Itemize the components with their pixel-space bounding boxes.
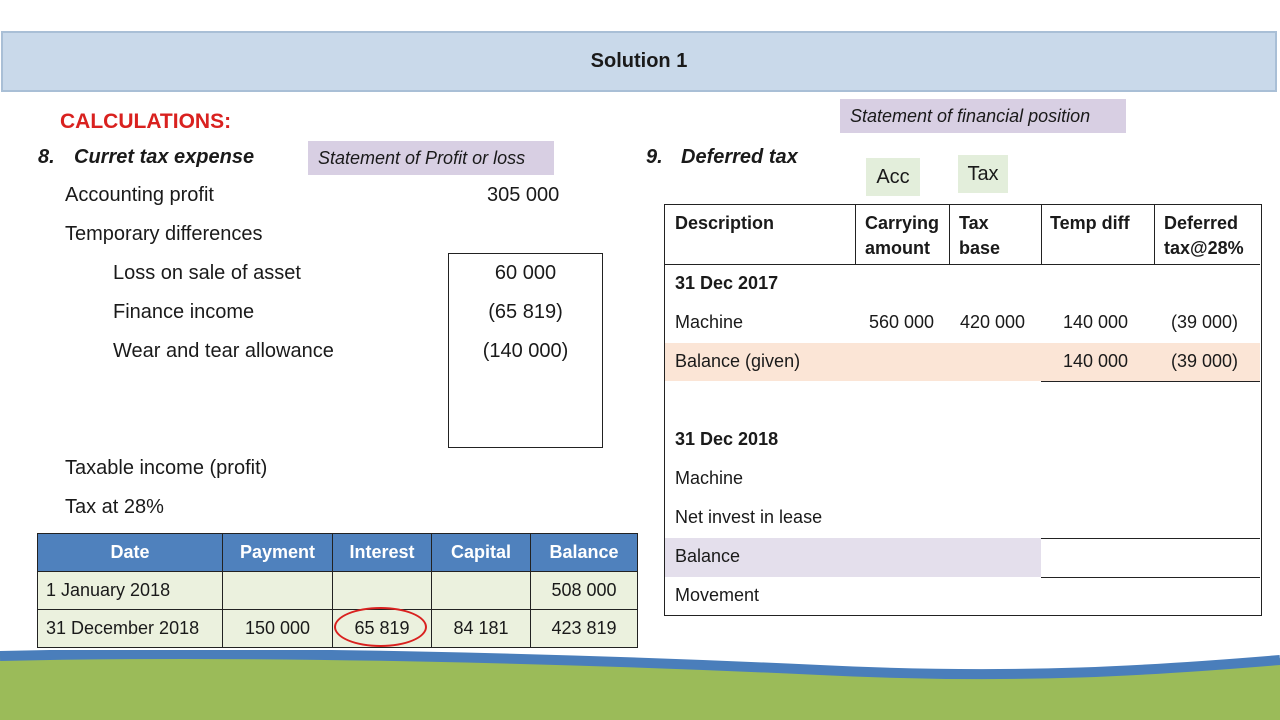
cell-payment: 150 000 [222,609,333,648]
col-date: Date [37,533,223,572]
machine-2017-deferred: (39 000) [1171,312,1239,332]
balance-given-deferred: (39 000) [1171,351,1239,371]
col-divider [1041,205,1042,264]
table-row: 31 December 2018 150 000 65 819 84 181 4… [37,609,638,648]
header-deferred-2: tax@28% [1164,238,1244,258]
section-8-title: Curret tax expense [74,146,255,168]
machine-2017-carrying: 560 000 [869,312,935,332]
financial-position-tag: Statement of financial position [840,99,1126,133]
wear-and-tear-label: Wear and tear allowance [113,340,334,362]
col-capital: Capital [431,533,531,572]
machine-2017-taxbase: 420 000 [960,312,1026,332]
interest-highlight-circle [334,607,427,647]
cell-interest [332,571,432,610]
wear-and-tear-value: (140 000) [482,340,569,362]
balance-given-label: Balance (given) [675,351,801,371]
temp-diff-box [448,253,603,448]
finance-income-label: Finance income [113,301,255,323]
header-carrying-2: amount [865,238,930,258]
cell-date: 1 January 2018 [37,571,223,610]
header-tempdiff: Temp diff [1050,213,1130,233]
row-divider [1041,381,1260,382]
acc-tag: Acc [866,158,920,196]
temporary-differences-label: Temporary differences [65,223,263,245]
header-bar: Solution 1 [1,31,1277,92]
header-description: Description [675,213,775,233]
deferred-tax-table: Description Carrying amount Tax base Tem… [664,204,1262,616]
col-payment: Payment [222,533,333,572]
machine-2018-label: Machine [675,468,744,488]
cell-balance: 423 819 [530,609,638,648]
finance-income-value: (65 819) [488,301,563,323]
header-taxbase-2: base [959,238,1001,258]
col-divider [1154,205,1155,264]
table-row: 1 January 2018 508 000 [37,571,638,610]
balance-given-row [665,343,1260,381]
net-invest-label: Net invest in lease [675,507,823,527]
taxable-income-label: Taxable income (profit) [65,457,268,479]
header-taxbase-1: Tax [959,213,989,233]
landscape-footer [0,650,1280,720]
movement-label: Movement [675,585,760,605]
header-carrying-1: Carrying [865,213,940,233]
tax-rate-label: Tax at 28% [65,496,164,518]
tax-tag: Tax [958,155,1008,193]
col-divider [855,205,856,264]
loss-on-sale-label: Loss on sale of asset [113,262,301,284]
section-9-title: Deferred tax [681,146,798,168]
cell-date: 31 December 2018 [37,609,223,648]
cell-capital [431,571,531,610]
profit-or-loss-tag: Statement of Profit or loss [308,141,554,175]
balance-given-tempdiff: 140 000 [1063,351,1129,371]
row-divider [1041,538,1260,539]
loss-on-sale-value: 60 000 [494,262,557,284]
accounting-profit-value: 305 000 [487,184,560,206]
section-9-number: 9. [646,146,663,168]
cell-payment [222,571,333,610]
section-2017-label: 31 Dec 2017 [675,273,779,293]
river-icon [0,650,1280,680]
lease-table: Date Payment Interest Capital Balance 1 … [37,533,638,648]
header-divider [665,264,1260,265]
section-2018-label: 31 Dec 2018 [675,429,779,449]
col-balance: Balance [530,533,638,572]
header-deferred-1: Deferred [1164,213,1239,233]
cell-capital: 84 181 [431,609,531,648]
row-divider [1041,577,1260,578]
lease-table-header: Date Payment Interest Capital Balance [37,533,638,572]
cell-balance: 508 000 [530,571,638,610]
col-interest: Interest [332,533,432,572]
machine-2017-tempdiff: 140 000 [1063,312,1129,332]
balance-label: Balance [675,546,741,566]
slide-title: Solution 1 [590,50,688,72]
balance-row [665,538,1041,577]
section-8-number: 8. [38,146,55,168]
accounting-profit-label: Accounting profit [65,184,214,206]
col-divider [949,205,950,264]
calculations-label: CALCULATIONS: [60,110,232,133]
machine-2017-label: Machine [675,312,744,332]
